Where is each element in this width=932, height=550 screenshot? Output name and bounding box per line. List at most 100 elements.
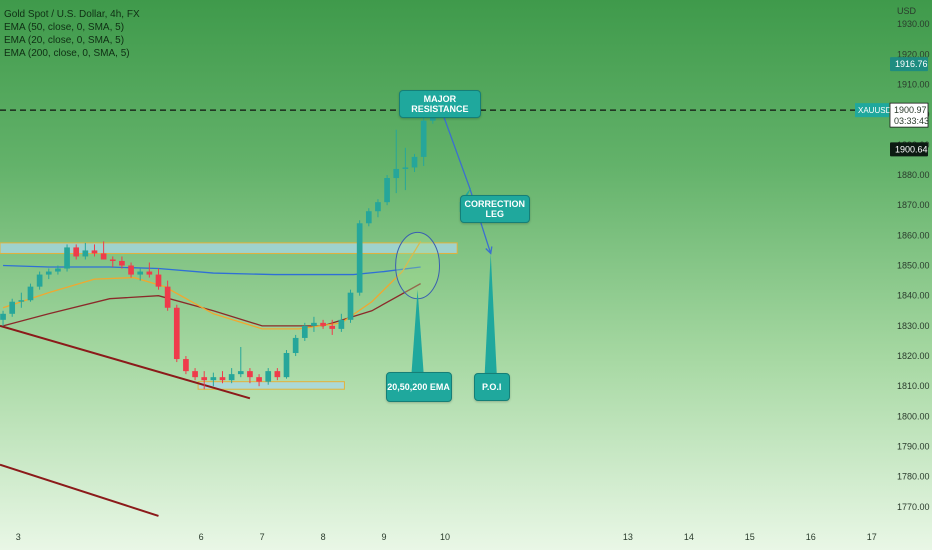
price-tag-resistance-text: 1916.76 <box>895 59 928 69</box>
pointer-ema <box>411 289 424 373</box>
last-price-text: 1900.97 <box>894 105 927 115</box>
candle-body-9 <box>82 250 89 257</box>
candle-body-26 <box>237 371 244 375</box>
candle-body-10 <box>91 250 98 254</box>
x-tick-10: 10 <box>440 532 450 542</box>
indicator-ema-50: EMA (50, close, 0, SMA, 5) <box>4 22 125 33</box>
last-price-bg <box>889 102 929 128</box>
candle-body-37 <box>338 319 345 329</box>
candle-body-46 <box>420 120 427 157</box>
candle-body-19 <box>173 307 180 360</box>
callout-poi: P.O.I <box>473 373 510 402</box>
candle-body-34 <box>311 322 317 326</box>
candle-body-29 <box>265 371 272 382</box>
candle-body-20 <box>183 359 189 372</box>
callout-major-resistance: MAJOR RESISTANCE <box>398 89 481 118</box>
candle-body-43 <box>393 168 400 179</box>
indicator-ema-200: EMA (200, close, 0, SMA, 5) <box>4 48 130 59</box>
candle-body-14 <box>128 265 134 275</box>
ema-20-line <box>2 241 422 330</box>
candle-body-3 <box>27 286 34 301</box>
candle-body-31 <box>283 353 290 378</box>
candle-body-6 <box>55 268 61 272</box>
price-tag-prev-text: 1900.64 <box>895 144 928 154</box>
x-tick-14: 14 <box>684 532 694 542</box>
y-tick-1780: 1780.00 <box>897 472 930 482</box>
ema-highlight-circle <box>395 231 441 300</box>
y-tick-1830: 1830.00 <box>897 321 930 331</box>
symbol-tag-text: XAUUSD <box>858 106 892 115</box>
candle-body-45 <box>411 156 418 168</box>
candle-body-1 <box>9 301 16 314</box>
candle-body-27 <box>247 371 253 378</box>
y-tick-1790: 1790.00 <box>897 442 930 452</box>
price-tag-resistance: 1916.76 <box>890 57 928 72</box>
candle-body-8 <box>73 247 80 257</box>
y-tick-1770: 1770.00 <box>897 502 930 512</box>
y-tick-1810: 1810.00 <box>897 381 930 391</box>
x-tick-13: 13 <box>623 532 633 542</box>
candle-body-22 <box>201 377 208 381</box>
candle-body-30 <box>274 371 281 378</box>
indicator-ema-20: EMA (20, close, 0, SMA, 5) <box>4 35 125 46</box>
candle-body-44 <box>402 167 409 169</box>
chart-title: Gold Spot / U.S. Dollar, 4h, FX <box>4 9 140 20</box>
countdown-text: 03:33:43 <box>894 116 929 126</box>
candle-body-32 <box>292 337 299 354</box>
price-tag-prev-bg <box>890 142 928 157</box>
y-tick-1920: 1920.00 <box>897 49 930 59</box>
pointer-poi <box>484 253 497 374</box>
candle-body-7 <box>64 247 70 269</box>
candle-body-15 <box>137 271 144 275</box>
candle-body-40 <box>365 211 372 224</box>
candle-body-13 <box>119 260 125 266</box>
y-tick-1840: 1840.00 <box>897 291 930 301</box>
x-tick-16: 16 <box>806 532 816 542</box>
y-tick-1860: 1860.00 <box>897 230 930 240</box>
y-tick-1880: 1880.00 <box>897 170 930 180</box>
y-tick-1870: 1870.00 <box>897 200 930 210</box>
ema-200-line <box>2 283 421 327</box>
x-tick-8: 8 <box>321 532 326 542</box>
price-tag-prev: 1900.64 <box>890 142 928 157</box>
x-tick-17: 17 <box>867 532 877 542</box>
candle-body-0 <box>0 313 6 320</box>
candle-body-28 <box>256 377 262 382</box>
candle-body-36 <box>329 325 336 329</box>
x-tick-7: 7 <box>260 532 265 542</box>
y-tick-1820: 1820.00 <box>897 351 930 361</box>
candle-body-2 <box>18 300 25 302</box>
symbol-tag-bg <box>855 103 889 118</box>
candle-body-16 <box>146 271 153 275</box>
candle-body-25 <box>228 374 235 381</box>
candle-body-23 <box>210 377 217 381</box>
candle-body-18 <box>164 286 171 308</box>
y-axis-currency: USD <box>897 6 917 16</box>
candle-body-42 <box>384 178 390 203</box>
y-tick-1910: 1910.00 <box>897 79 930 89</box>
chart-legend: Gold Spot / U.S. Dollar, 4h, FX EMA (50,… <box>4 8 140 60</box>
candle-body-12 <box>109 259 116 261</box>
candle-body-21 <box>192 371 198 378</box>
y-tick-1930: 1930.00 <box>897 19 930 29</box>
candle-body-11 <box>100 253 107 260</box>
candle-body-4 <box>36 274 43 287</box>
y-tick-1800: 1800.00 <box>897 411 930 421</box>
zone-1 <box>197 381 345 390</box>
candle-body-39 <box>356 223 363 293</box>
candle-body-33 <box>301 325 308 338</box>
y-tick-1850: 1850.00 <box>897 261 930 271</box>
trendline-0 <box>0 324 251 400</box>
callout-correction-leg: CORRECTION LEG <box>459 195 530 224</box>
x-tick-3: 3 <box>16 532 21 542</box>
trendline-1 <box>0 463 159 517</box>
projection-path <box>432 110 492 254</box>
x-tick-15: 15 <box>745 532 755 542</box>
candle-body-5 <box>45 271 52 275</box>
candle-body-35 <box>320 322 326 326</box>
candle-body-17 <box>155 274 162 287</box>
candle-body-38 <box>347 292 354 320</box>
x-tick-9: 9 <box>382 532 387 542</box>
